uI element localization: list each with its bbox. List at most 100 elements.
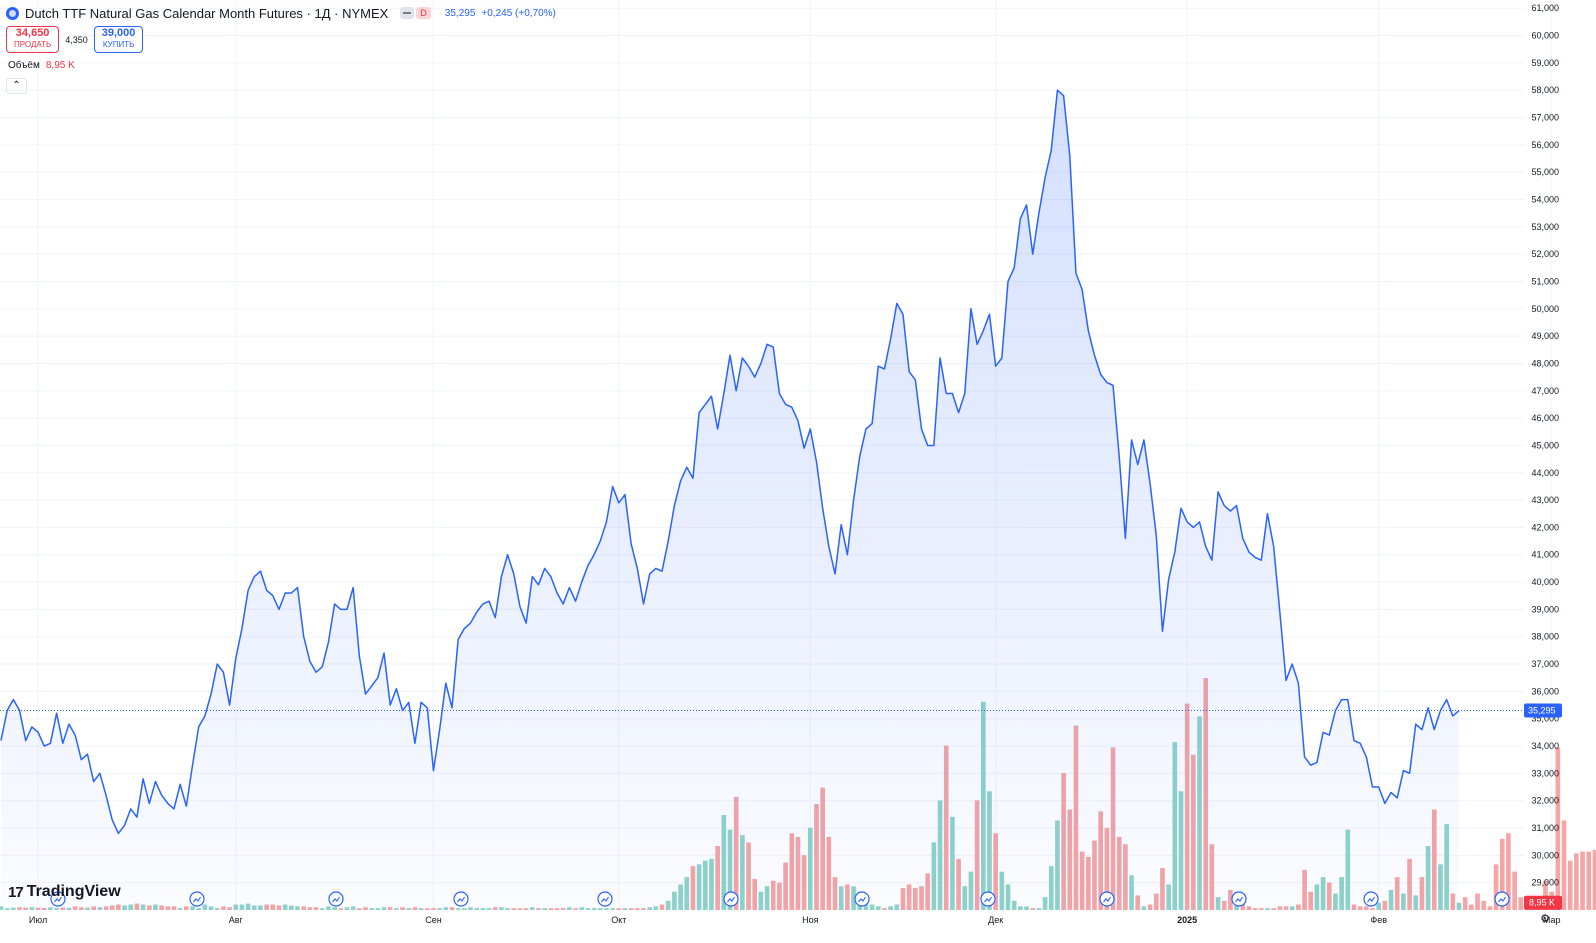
volume-bar bbox=[1574, 853, 1579, 910]
volume-bar bbox=[1567, 860, 1573, 910]
y-tick-label: 29,000 bbox=[1531, 878, 1559, 888]
volume-bar bbox=[1518, 897, 1524, 910]
volume-value: 8,95 K bbox=[45, 60, 75, 71]
y-tick-label: 45,000 bbox=[1531, 440, 1559, 450]
y-tick-label: 31,000 bbox=[1531, 823, 1559, 833]
symbol-header: Dutch TTF Natural Gas Calendar Month Fut… bbox=[6, 4, 556, 22]
y-tick-label: 44,000 bbox=[1531, 468, 1559, 478]
settings-gear-icon[interactable]: ⚙ bbox=[1540, 913, 1550, 925]
event-marker-icon[interactable] bbox=[453, 891, 469, 907]
y-tick-label: 61,000 bbox=[1531, 3, 1559, 13]
volume-bar bbox=[1561, 820, 1567, 910]
symbol-title[interactable]: Dutch TTF Natural Gas Calendar Month Fut… bbox=[25, 5, 389, 21]
event-marker-icon[interactable] bbox=[723, 891, 739, 907]
y-tick-label: 40,000 bbox=[1531, 577, 1559, 587]
y-tick-label: 59,000 bbox=[1531, 58, 1559, 68]
last-price-tag: 35,295 bbox=[1524, 703, 1562, 718]
volume-bar bbox=[1493, 864, 1499, 910]
chevron-up-icon: ⌃ bbox=[12, 80, 21, 91]
volume-bar bbox=[1543, 880, 1548, 910]
tradingview-logo-text: TradingView bbox=[26, 883, 121, 900]
y-tick-label: 55,000 bbox=[1531, 167, 1559, 177]
event-markers bbox=[50, 891, 1510, 907]
buy-label: КУПИТЬ bbox=[102, 40, 135, 49]
y-tick-label: 32,000 bbox=[1531, 796, 1559, 806]
x-tick-label: Окт bbox=[611, 915, 626, 925]
volume-bar bbox=[1487, 906, 1493, 910]
spread-value: 4,350 bbox=[65, 34, 88, 45]
x-tick-label: 2025 bbox=[1177, 915, 1197, 925]
volume-bar bbox=[1475, 893, 1480, 910]
buy-price: 39,000 bbox=[101, 27, 136, 39]
y-tick-label: 48,000 bbox=[1531, 358, 1559, 368]
x-tick-label: Мар bbox=[1543, 915, 1561, 925]
tradingview-logo-icon: 17 bbox=[8, 883, 24, 901]
event-marker-icon[interactable] bbox=[980, 891, 996, 907]
sell-button[interactable]: 34,650 ПРОДАТЬ bbox=[6, 26, 60, 53]
event-marker-icon[interactable] bbox=[50, 891, 66, 907]
y-tick-label: 50,000 bbox=[1531, 304, 1559, 314]
status-badges: D bbox=[400, 7, 431, 19]
y-tick-label: 35,000 bbox=[1531, 714, 1559, 724]
x-tick-label: Фев bbox=[1370, 915, 1387, 925]
time-axis[interactable]: ИюлАвгСенОктНояДек2025ФевМарАпрМай bbox=[29, 915, 1596, 925]
symbol-logo-icon bbox=[6, 6, 19, 20]
volume-bar bbox=[1499, 838, 1505, 910]
price-series-line bbox=[0, 89, 1460, 835]
y-tick-label: 52,000 bbox=[1531, 249, 1559, 259]
y-tick-label: 41,000 bbox=[1531, 550, 1559, 560]
x-tick-label: Июл bbox=[29, 915, 47, 925]
volume-label: Объём bbox=[8, 60, 40, 71]
y-tick-label: 46,000 bbox=[1531, 413, 1559, 423]
x-tick-label: Сен bbox=[425, 915, 442, 925]
y-tick-label: 43,000 bbox=[1531, 495, 1559, 505]
y-tick-label: 30,000 bbox=[1531, 850, 1559, 860]
y-tick-label: 54,000 bbox=[1531, 194, 1559, 204]
event-marker-icon[interactable] bbox=[1231, 891, 1247, 907]
volume-bar bbox=[1462, 897, 1468, 910]
y-tick-label: 34,000 bbox=[1531, 741, 1559, 751]
volume-legend[interactable]: Объём 8,95 K bbox=[8, 60, 75, 71]
volume-tag-text: 8,95 K bbox=[1529, 898, 1555, 908]
last-price-tag-text: 35,295 bbox=[1528, 706, 1556, 716]
y-tick-label: 51,000 bbox=[1531, 276, 1559, 286]
volume-bar bbox=[1592, 849, 1596, 910]
interval-badge[interactable]: D bbox=[416, 7, 431, 19]
x-tick-label: Авг bbox=[229, 915, 244, 925]
collapse-legend-button[interactable]: ⌃ bbox=[6, 78, 27, 94]
sell-label: ПРОДАТЬ bbox=[14, 40, 52, 49]
y-tick-label: 58,000 bbox=[1531, 85, 1559, 95]
volume-bar bbox=[1580, 851, 1585, 910]
volume-bar bbox=[1512, 871, 1517, 910]
trade-panel: 34,650 ПРОДАТЬ 4,350 39,000 КУПИТЬ bbox=[6, 26, 144, 53]
volume-bar bbox=[1586, 851, 1592, 910]
y-tick-label: 36,000 bbox=[1531, 686, 1559, 696]
y-tick-label: 33,000 bbox=[1531, 768, 1559, 778]
x-tick-label: Ноя bbox=[802, 915, 819, 925]
volume-bar bbox=[1469, 904, 1474, 910]
event-marker-icon[interactable] bbox=[854, 891, 870, 907]
buy-button[interactable]: 39,000 КУПИТЬ bbox=[93, 26, 144, 53]
y-tick-label: 37,000 bbox=[1531, 659, 1559, 669]
event-marker-icon[interactable] bbox=[1494, 891, 1510, 907]
event-marker-icon[interactable] bbox=[597, 891, 613, 907]
y-tick-label: 57,000 bbox=[1531, 113, 1559, 123]
y-tick-label: 47,000 bbox=[1531, 386, 1559, 396]
event-marker-icon[interactable] bbox=[189, 891, 205, 907]
event-marker-icon[interactable] bbox=[328, 891, 344, 907]
volume-bar bbox=[1481, 900, 1487, 910]
y-tick-label: 60,000 bbox=[1531, 31, 1559, 41]
x-tick-label: Дек bbox=[988, 915, 1003, 925]
event-marker-icon[interactable] bbox=[1363, 891, 1379, 907]
y-tick-label: 39,000 bbox=[1531, 604, 1559, 614]
y-tick-label: 56,000 bbox=[1531, 140, 1559, 150]
price-area-fill bbox=[1, 90, 1459, 911]
volume-bar bbox=[1555, 747, 1561, 910]
tradingview-logo[interactable]: 17 TradingView bbox=[8, 883, 121, 901]
event-marker-icon[interactable] bbox=[1099, 891, 1115, 907]
market-closed-icon[interactable] bbox=[400, 7, 415, 19]
y-tick-label: 53,000 bbox=[1531, 222, 1559, 232]
y-tick-label: 42,000 bbox=[1531, 522, 1559, 532]
price-axis[interactable]: 29,000 30,000 31,000 32,000 33,000 34,000 35,0… bbox=[1531, 3, 1559, 887]
